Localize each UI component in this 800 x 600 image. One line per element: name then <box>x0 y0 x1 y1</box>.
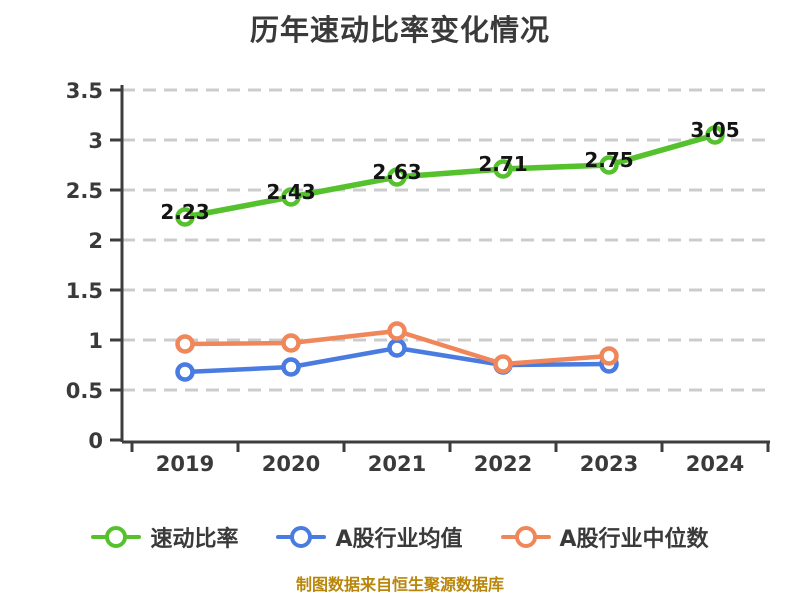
series-marker-0 <box>493 159 513 179</box>
series-marker-2 <box>493 354 513 374</box>
industry-median-circle-icon <box>514 526 537 548</box>
y-tick-label: 3 <box>88 129 103 153</box>
industry-average-line-marker-icon <box>276 526 327 548</box>
x-tick-label: 2019 <box>156 452 214 476</box>
legend-item-industry-median: A股行业中位数 <box>500 521 709 553</box>
series-marker-1 <box>387 338 407 358</box>
series-marker-2 <box>387 321 407 341</box>
legend-label-industry-median: A股行业中位数 <box>559 527 709 552</box>
series-line-0 <box>182 132 718 220</box>
series-marker-0 <box>705 125 725 145</box>
x-tick-label: 2020 <box>262 452 320 476</box>
series-marker-1 <box>175 362 195 382</box>
point-label: 2.23 <box>160 200 209 224</box>
point-label: 3.05 <box>690 118 739 142</box>
y-tick-label: 1.5 <box>66 279 103 303</box>
series-marker-2 <box>599 346 619 366</box>
y-tick-label: 1 <box>88 329 103 353</box>
point-label: 2.63 <box>372 160 421 184</box>
x-tick-label: 2021 <box>368 452 426 476</box>
legend-label-quick-ratio: 速动比率 <box>150 527 239 552</box>
series-marker-0 <box>281 187 301 207</box>
x-tick-label: 2023 <box>580 452 638 476</box>
point-label: 2.43 <box>266 180 315 204</box>
series-marker-1 <box>281 357 301 377</box>
series-marker-2 <box>175 334 195 354</box>
y-tick-label: 3.5 <box>66 79 103 103</box>
legend-item-quick-ratio: 速动比率 <box>91 521 238 553</box>
series-marker-2 <box>281 333 301 353</box>
y-tick-label: 0.5 <box>66 379 103 403</box>
point-label: 2.71 <box>478 152 527 176</box>
legend-item-industry-average: A股行业均值 <box>276 521 463 553</box>
y-tick-label: 2.5 <box>66 179 103 203</box>
x-tick-label: 2024 <box>686 452 744 476</box>
series-marker-0 <box>599 155 619 175</box>
y-tick-label: 2 <box>88 229 103 253</box>
quick-ratio-circle-icon <box>105 526 128 548</box>
industry-average-circle-icon <box>290 526 313 548</box>
chart-legend: 速动比率 A股行业均值 A股行业中位数 <box>0 514 800 560</box>
x-tick-label: 2022 <box>474 452 532 476</box>
legend-label-industry-average: A股行业均值 <box>335 527 463 552</box>
y-tick-label: 0 <box>88 429 103 453</box>
industry-median-line-marker-icon <box>500 526 551 548</box>
series-marker-0 <box>387 167 407 187</box>
chart-title: 历年速动比率变化情况 <box>249 13 550 47</box>
data-source-note: 制图数据来自恒生聚源数据库 <box>295 575 504 594</box>
quick-ratio-line-marker-icon <box>91 526 142 548</box>
series-marker-0 <box>175 207 195 227</box>
point-label: 2.75 <box>584 148 633 172</box>
